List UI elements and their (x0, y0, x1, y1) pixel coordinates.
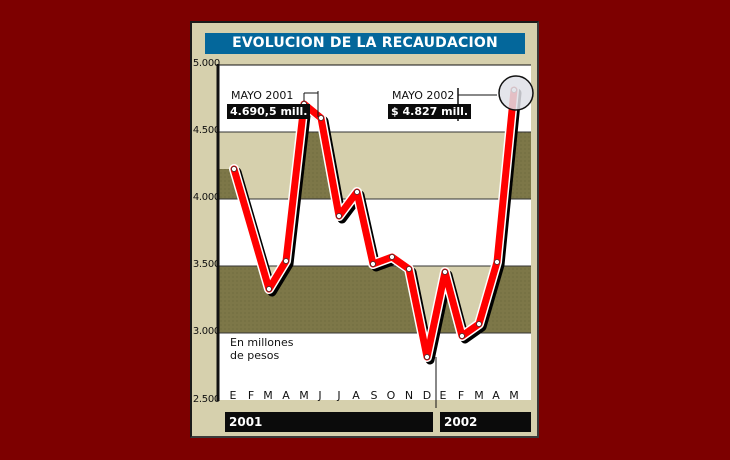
data-line (230, 86, 518, 361)
y-tick-4500: 4.500 (192, 125, 220, 136)
x-tick-month: J (337, 389, 341, 402)
y-tick-5000: 5.000 (192, 58, 220, 69)
unit-note-line1: En millones (230, 336, 294, 349)
data-point (389, 254, 395, 260)
unit-note: En millones de pesos (230, 336, 294, 362)
x-tick-month: A (492, 389, 500, 402)
x-tick-month: M (299, 389, 309, 402)
data-point (442, 269, 448, 275)
callout-2002-label: MAYO 2002 (392, 89, 455, 102)
x-tick-month: M (263, 389, 273, 402)
x-tick-month: N (404, 389, 414, 402)
plot-area (218, 65, 531, 400)
x-tick-month: M (509, 389, 519, 402)
x-tick-month: F (247, 389, 255, 402)
x-tick-month: M (474, 389, 484, 402)
data-point (476, 321, 482, 327)
data-point (283, 258, 289, 264)
data-point (231, 166, 237, 172)
x-tick-month: J (318, 389, 322, 402)
data-point (494, 259, 500, 265)
callout-2001-label: MAYO 2001 (231, 89, 294, 102)
year-bar-2002: 2002 (440, 412, 531, 432)
data-point (406, 266, 412, 272)
highlight-circle (498, 75, 534, 111)
callout-2001-value: 4.690,5 mill. (227, 104, 311, 119)
y-tick-2500: 2.500 (192, 394, 220, 405)
data-point (336, 213, 342, 219)
data-point (354, 189, 360, 195)
x-tick-month: S (370, 389, 378, 402)
x-tick-month: F (457, 389, 465, 402)
x-tick-month: O (386, 389, 396, 402)
callout-2002-value: $ 4.827 mill. (388, 104, 472, 119)
data-point (370, 261, 376, 267)
chart-title: EVOLUCION DE LA RECAUDACION (205, 33, 525, 54)
unit-note-line2: de pesos (230, 349, 280, 362)
x-tick-month: E (439, 389, 447, 402)
data-point (459, 333, 465, 339)
data-point (424, 354, 430, 360)
x-tick-month: D (422, 389, 432, 402)
y-tick-3000: 3.000 (192, 326, 220, 337)
data-point (266, 286, 272, 292)
x-tick-month: E (229, 389, 237, 402)
x-tick-month: A (282, 389, 290, 402)
data-point (318, 115, 324, 121)
y-tick-3500: 3.500 (192, 259, 220, 270)
year-bar-2001: 2001 (225, 412, 433, 432)
x-tick-month: A (352, 389, 360, 402)
y-tick-4000: 4.000 (192, 192, 220, 203)
